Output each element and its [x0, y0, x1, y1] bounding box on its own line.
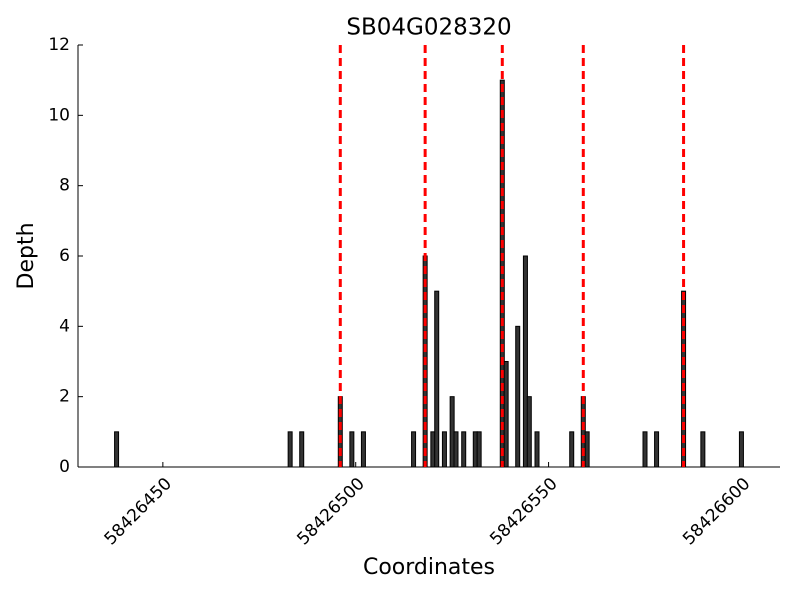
y-tick-label: 12 — [48, 35, 70, 55]
bar — [526, 396, 532, 468]
bar — [287, 431, 293, 468]
bar — [700, 431, 706, 468]
y-tick-label: 10 — [48, 105, 70, 125]
bar — [522, 255, 528, 468]
bar — [654, 431, 660, 468]
bar — [503, 361, 509, 468]
bar — [642, 431, 648, 468]
bar — [360, 431, 366, 468]
bar — [569, 431, 575, 468]
x-axis-label: Coordinates — [363, 555, 495, 580]
y-tick-label: 0 — [59, 457, 70, 477]
chart-title: SB04G028320 — [346, 15, 511, 41]
bar — [738, 431, 744, 468]
x-tick-label: 58426500 — [293, 474, 368, 549]
x-tick-label: 58426550 — [486, 474, 561, 549]
y-axis-label: Depth — [14, 222, 39, 289]
bar — [476, 431, 482, 468]
y-tick-label: 6 — [59, 246, 70, 266]
bar — [584, 431, 590, 468]
bar — [515, 325, 521, 468]
y-tick-label: 8 — [59, 176, 70, 196]
bar — [349, 431, 355, 468]
bar — [534, 431, 540, 468]
x-tick-label: 58426600 — [679, 474, 754, 549]
y-tick-label: 4 — [59, 316, 70, 336]
y-tick-label: 2 — [59, 387, 70, 407]
bar — [299, 431, 305, 468]
bar — [434, 290, 440, 468]
bar — [441, 431, 447, 468]
bar — [114, 431, 120, 468]
bar — [453, 431, 459, 468]
bar — [411, 431, 417, 468]
x-tick-label: 58426450 — [101, 474, 176, 549]
bar — [337, 396, 343, 468]
bar — [461, 431, 467, 468]
